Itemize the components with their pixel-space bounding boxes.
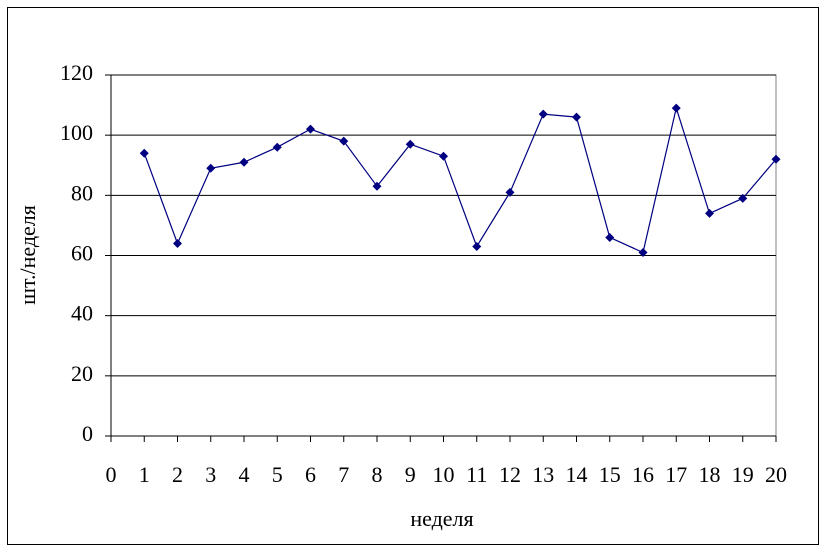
y-tick-label: 20 [71, 361, 93, 386]
y-axis-label: шт./неделя [15, 205, 40, 305]
x-tick-label: 3 [205, 462, 216, 487]
data-point [306, 124, 315, 134]
x-tick-label: 4 [239, 462, 250, 487]
data-point [405, 139, 415, 149]
data-point [771, 154, 781, 164]
x-tick-label: 6 [305, 462, 316, 487]
data-point [206, 163, 216, 173]
x-tick-label: 18 [699, 462, 721, 487]
data-point [538, 109, 548, 119]
x-tick-label: 7 [338, 462, 349, 487]
y-tick-label: 60 [71, 241, 93, 266]
x-tick-label: 2 [172, 462, 183, 487]
x-tick-label: 1 [139, 462, 150, 487]
data-point [139, 148, 149, 158]
y-tick-label: 80 [71, 180, 93, 205]
y-tick-label: 120 [60, 60, 93, 85]
data-point [605, 232, 615, 242]
y-tick-label: 100 [60, 120, 93, 145]
data-point [339, 136, 349, 146]
data-point [439, 151, 448, 161]
data-point [173, 238, 182, 248]
x-tick-label: 0 [106, 462, 117, 487]
x-tick-label: 20 [765, 462, 787, 487]
x-tick-label: 13 [532, 462, 554, 487]
data-point [372, 181, 382, 191]
data-point [272, 142, 282, 152]
data-point [705, 208, 714, 218]
x-tick-label: 10 [433, 462, 455, 487]
data-point [505, 187, 515, 197]
x-tick-label: 16 [632, 462, 654, 487]
data-point [472, 241, 482, 251]
data-point [638, 247, 648, 257]
data-point [671, 103, 681, 113]
x-tick-label: 17 [665, 462, 687, 487]
data-point [239, 157, 249, 167]
data-point [572, 112, 581, 122]
y-tick-label: 40 [71, 301, 93, 326]
data-point [738, 193, 748, 203]
data-line [143, 105, 777, 254]
x-tick-label: 11 [466, 462, 487, 487]
x-tick-label: 14 [566, 462, 588, 487]
x-tick-label: 12 [499, 462, 521, 487]
x-axis-label: неделя [410, 506, 473, 531]
chart-frame [7, 7, 819, 545]
x-tick-label: 19 [732, 462, 754, 487]
y-tick-label: 0 [82, 421, 93, 446]
x-tick-label: 8 [372, 462, 383, 487]
x-tick-label: 9 [405, 462, 416, 487]
x-tick-label: 15 [599, 462, 621, 487]
x-tick-label: 5 [272, 462, 283, 487]
